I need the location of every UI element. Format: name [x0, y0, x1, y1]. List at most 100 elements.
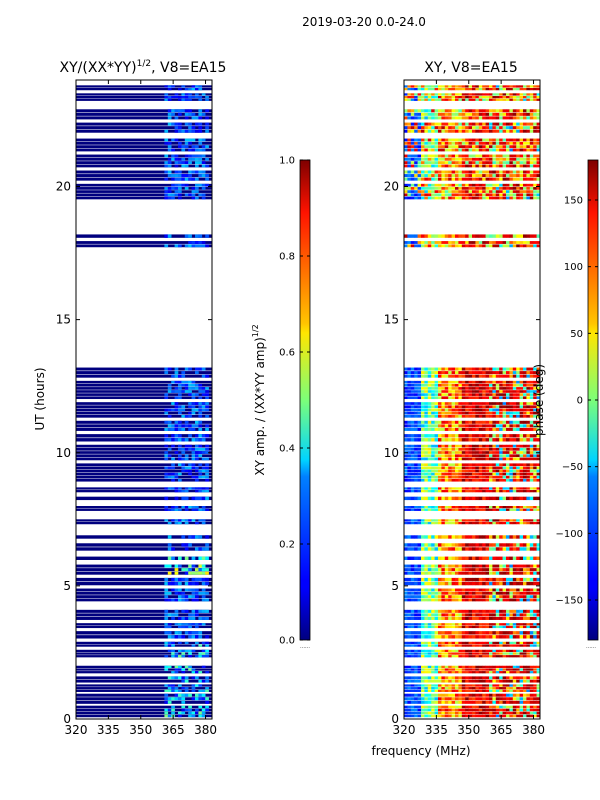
- heatmap-cell: [455, 408, 459, 412]
- heatmap-cell: [482, 543, 486, 547]
- heatmap-cell: [458, 393, 463, 396]
- heatmap-cell: [198, 644, 203, 647]
- heatmap-cell: [485, 714, 490, 718]
- heatmap-cell: [519, 623, 524, 626]
- heatmap-cell: [414, 472, 418, 476]
- heatmap-cell: [427, 154, 432, 158]
- heatmap-cell: [516, 427, 520, 431]
- heatmap-cell: [205, 396, 209, 400]
- heatmap-cell: [195, 711, 199, 715]
- heatmap-cell: [516, 447, 520, 451]
- heatmap-cell: [407, 490, 412, 493]
- heatmap-cell: [502, 490, 507, 493]
- heatmap-cell: [465, 684, 469, 687]
- heatmap-cell: [427, 588, 432, 592]
- heatmap-cell: [465, 595, 469, 599]
- heatmap-cell: [465, 519, 469, 522]
- heatmap-cell: [529, 466, 534, 470]
- heatmap-cell: [475, 170, 480, 174]
- heatmap-cell: [205, 700, 209, 704]
- heatmap-cell: [526, 241, 531, 244]
- heatmap-cell: [431, 174, 435, 178]
- heatmap-cell: [492, 568, 497, 572]
- heatmap-cell: [414, 164, 418, 168]
- heatmap-cell: [448, 390, 452, 393]
- heatmap-cell: [485, 141, 490, 145]
- heatmap-cell: [427, 393, 432, 396]
- heatmap-cell: [465, 154, 469, 158]
- heatmap-cell: [489, 371, 493, 375]
- heatmap-cell: [536, 616, 540, 620]
- heatmap-cell: [438, 164, 442, 168]
- heatmap-cell: [506, 454, 510, 458]
- heatmap-cell: [509, 122, 514, 126]
- heatmap-cell: [536, 714, 540, 718]
- heatmap-cell: [492, 547, 497, 551]
- heatmap-cell: [519, 543, 524, 547]
- heatmap-cell: [512, 148, 517, 152]
- heatmap-cell: [482, 641, 486, 645]
- heatmap-cell: [526, 183, 531, 187]
- heatmap-cell: [465, 598, 469, 602]
- heatmap-cell: [441, 438, 446, 442]
- heatmap-cell: [431, 116, 435, 120]
- heatmap-cell: [516, 616, 520, 620]
- heatmap-cell: [502, 374, 507, 378]
- heatmap-cell: [468, 472, 473, 476]
- heatmap-cell: [181, 408, 186, 412]
- heatmap-cell: [502, 141, 507, 145]
- heatmap-cell: [485, 434, 490, 438]
- heatmap-cell: [434, 454, 439, 458]
- heatmap-cell: [536, 380, 540, 384]
- heatmap-cell: [451, 543, 456, 547]
- heatmap-cell: [410, 478, 415, 482]
- heatmap-cell: [184, 665, 189, 669]
- heatmap-cell: [417, 367, 422, 371]
- heatmap-cell: [431, 684, 435, 687]
- heatmap-cell: [421, 689, 425, 692]
- heatmap-strip: [76, 196, 212, 200]
- heatmap-cell: [448, 190, 452, 193]
- heatmap-cell: [191, 187, 196, 190]
- heatmap-cell: [417, 438, 422, 442]
- heatmap-cell: [438, 588, 442, 592]
- heatmap-cell: [174, 631, 179, 635]
- heatmap-cell: [201, 556, 206, 560]
- heatmap-cell: [434, 665, 439, 669]
- heatmap-cell: [536, 700, 540, 704]
- heatmap-cell: [526, 444, 531, 448]
- heatmap-cell: [434, 711, 439, 715]
- heatmap-cell: [492, 148, 497, 152]
- heatmap-cell: [506, 588, 510, 592]
- heatmap-cell: [482, 196, 486, 200]
- heatmap-cell: [167, 684, 172, 687]
- heatmap-cell: [404, 116, 408, 120]
- heatmap-cell: [492, 411, 497, 415]
- heatmap-cell: [181, 625, 186, 629]
- heatmap-cell: [489, 122, 493, 126]
- heatmap-cell: [472, 411, 476, 415]
- heatmap-cell: [195, 454, 199, 458]
- heatmap-cell: [195, 154, 199, 158]
- heatmap-cell: [478, 393, 483, 396]
- heatmap-cell: [533, 438, 537, 442]
- heatmap-cell: [414, 457, 418, 461]
- heatmap-cell: [174, 655, 179, 658]
- heatmap-cell: [458, 129, 463, 133]
- heatmap-cell: [431, 568, 435, 572]
- heatmap-cell: [536, 469, 540, 473]
- heatmap-cell: [516, 676, 520, 680]
- heatmap-cell: [529, 568, 534, 572]
- heatmap-cell: [407, 196, 412, 200]
- heatmap-cell: [512, 564, 517, 568]
- heatmap-cell: [451, 374, 456, 378]
- heatmap-cell: [201, 438, 206, 442]
- heatmap-cell: [434, 411, 439, 415]
- heatmap-cell: [424, 196, 429, 200]
- heatmap-cell: [404, 689, 408, 692]
- heatmap-cell: [451, 711, 456, 715]
- heatmap-strip: [76, 427, 212, 431]
- heatmap-cell: [465, 635, 469, 639]
- heatmap-cell: [495, 393, 500, 396]
- heatmap-cell: [509, 148, 514, 152]
